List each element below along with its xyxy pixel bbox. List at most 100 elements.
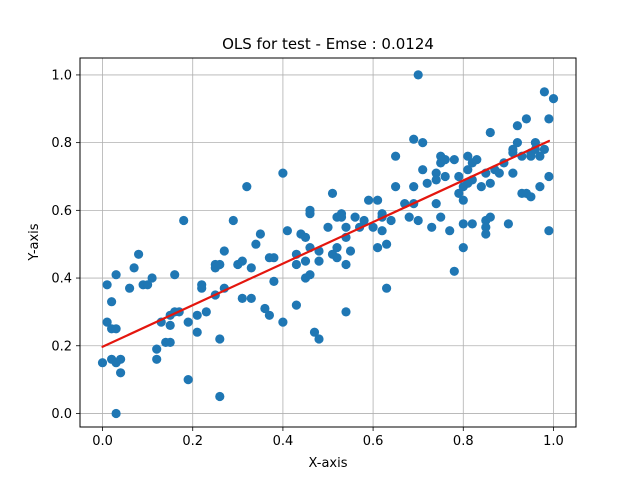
scatter-point (237, 256, 247, 266)
scatter-point (201, 307, 211, 317)
scatter-point (427, 222, 437, 232)
scatter-point (526, 192, 536, 202)
scatter-point (282, 226, 292, 236)
scatter-point (431, 175, 441, 185)
scatter-point (300, 232, 311, 242)
x-tick-label: 0.8 (453, 434, 474, 449)
scatter-point (341, 307, 351, 317)
data-points (97, 70, 559, 419)
scatter-point (332, 253, 342, 263)
scatter-point (359, 215, 369, 226)
scatter-point (143, 280, 153, 290)
y-tick-label: 0.2 (51, 339, 72, 354)
y-tick-label: 0.0 (51, 407, 72, 422)
scatter-point (404, 212, 414, 222)
scatter-point (192, 327, 202, 337)
scatter-point (418, 138, 428, 148)
scatter-point (485, 212, 495, 222)
scatter-point (332, 243, 342, 253)
scatter-point (97, 358, 108, 368)
x-tick-label: 1.0 (543, 434, 564, 449)
scatter-point (219, 246, 229, 256)
scatter-point (503, 219, 513, 229)
y-axis-label: Y-axis (27, 223, 42, 261)
y-tick-label: 0.4 (51, 272, 72, 287)
scatter-point (116, 354, 126, 364)
y-tick-label: 1.0 (51, 68, 72, 83)
scatter-point (314, 334, 324, 344)
scatter-point (197, 283, 207, 293)
scatter-point (413, 70, 423, 80)
x-axis-label: X-axis (309, 456, 348, 471)
scatter-point (350, 212, 360, 222)
scatter-point (485, 127, 495, 138)
scatter-point (539, 87, 550, 97)
scatter-point (413, 215, 423, 226)
scatter-point (463, 151, 473, 161)
axis-ticks: 0.0 0.2 0.4 0.6 0.8 1.0 0.0 0.2 0.4 0.6 0.8 1.0 (51, 68, 563, 449)
x-tick-label: 0.6 (363, 434, 384, 449)
scatter-point (111, 270, 121, 280)
scatter-point (485, 178, 495, 188)
scatter-point (336, 212, 347, 222)
scatter-point (102, 317, 112, 327)
scatter-point (436, 212, 446, 222)
scatter-point (215, 391, 225, 402)
scatter-point (409, 182, 419, 192)
scatter-point (440, 171, 450, 182)
scatter-point (481, 229, 491, 239)
scatter-point (246, 263, 256, 273)
scatter-point (458, 195, 468, 205)
scatter-point (152, 354, 162, 364)
scatter-point (255, 229, 265, 239)
scatter-point (445, 226, 455, 236)
scatter-point (278, 317, 288, 327)
scatter-point (458, 219, 468, 229)
scatter-point (228, 215, 238, 226)
scatter-point (111, 408, 121, 419)
scatter-point (291, 259, 301, 270)
scatter-point (544, 114, 554, 124)
scatter-point (116, 368, 126, 378)
scatter-point (508, 168, 518, 178)
scatter-point (269, 253, 279, 263)
scatter-point (152, 344, 162, 354)
scatter-point (134, 249, 144, 259)
scatter-point (345, 246, 356, 256)
y-tick-label: 0.6 (51, 204, 72, 219)
scatter-point (179, 215, 189, 226)
scatter-point (382, 283, 392, 293)
x-tick-label: 0.0 (92, 434, 113, 449)
scatter-point (215, 259, 225, 270)
scatter-point (305, 209, 315, 219)
plot-area-frame (79, 57, 577, 428)
scatter-point (373, 243, 383, 253)
scatter-point (278, 168, 288, 178)
scatter-point (382, 239, 392, 249)
scatter-point (368, 222, 378, 232)
scatter-point (463, 165, 473, 175)
scatter-point (391, 151, 401, 161)
scatter-point (215, 334, 225, 344)
scatter-point (476, 182, 486, 192)
scatter-point (147, 273, 157, 283)
scatter-point (183, 317, 193, 327)
scatter-point (409, 134, 419, 144)
scatter-point (314, 256, 324, 266)
scatter-point (458, 243, 468, 253)
scatter-point (111, 324, 121, 334)
scatter-point (449, 155, 459, 165)
scatter-point (125, 283, 135, 293)
x-tick-label: 0.4 (273, 434, 294, 449)
scatter-point (467, 219, 477, 229)
scatter-point (129, 263, 139, 273)
scatter-point (521, 114, 532, 124)
scatter-point (539, 144, 550, 154)
scatter-point (535, 151, 545, 161)
scatter-point (418, 165, 428, 175)
scatter-point (440, 155, 450, 165)
fit-line-layer (101, 139, 551, 348)
scatter-point (102, 280, 112, 290)
scatter-point (264, 310, 274, 320)
